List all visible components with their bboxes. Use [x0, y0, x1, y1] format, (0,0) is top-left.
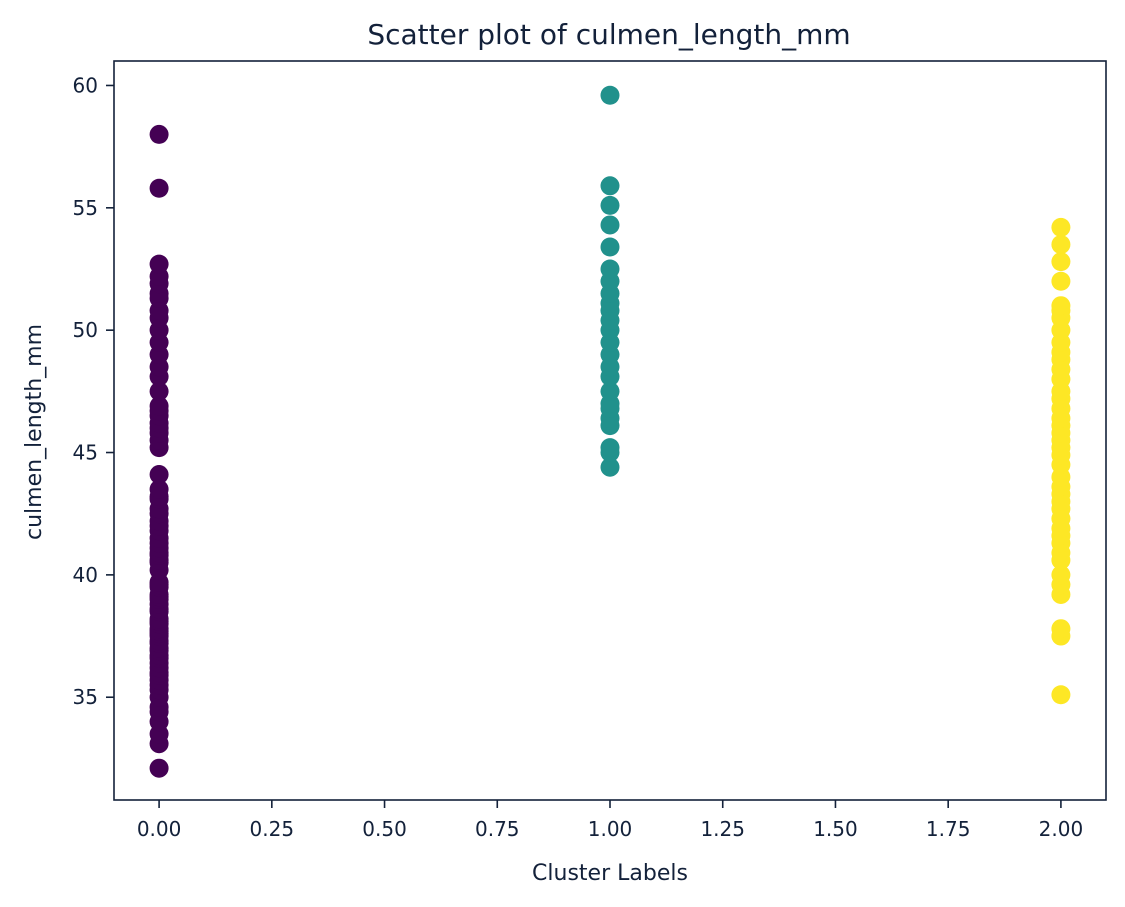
cluster-2-point — [1051, 252, 1071, 272]
cluster-2-point — [1051, 217, 1071, 237]
cluster-1-point — [600, 215, 620, 235]
x-axis: 0.00 0.25 0.50 0.75 1.00 1.25 1.50 1.75 2.00 — [137, 800, 1083, 841]
cluster-2-point — [1051, 619, 1071, 639]
cluster-0-point — [149, 254, 169, 274]
cluster-0-point — [149, 465, 169, 485]
x-tick-label: 1.75 — [926, 817, 971, 841]
x-tick-label: 2.00 — [1039, 817, 1084, 841]
x-tick-label: 0.00 — [137, 817, 182, 841]
x-tick-label: 0.75 — [475, 817, 520, 841]
x-tick-label: 0.25 — [250, 817, 295, 841]
cluster-0-point — [149, 381, 169, 401]
cluster-1-point — [600, 237, 620, 257]
cluster-0-point — [149, 479, 169, 499]
y-tick-label: 60 — [73, 73, 98, 97]
y-tick-label: 40 — [73, 563, 98, 587]
cluster-1-point — [600, 457, 620, 477]
cluster-2-point — [1051, 685, 1071, 705]
chart-title: Scatter plot of culmen_length_mm — [367, 18, 850, 51]
x-tick-label: 1.00 — [588, 817, 633, 841]
cluster-0-point — [149, 758, 169, 778]
x-tick-label: 1.25 — [700, 817, 745, 841]
cluster-2-point — [1051, 271, 1071, 291]
x-axis-label: Cluster Labels — [532, 861, 688, 886]
cluster-1-point — [600, 85, 620, 105]
y-tick-label: 35 — [73, 685, 98, 709]
data-points — [149, 85, 1071, 778]
cluster-0-point — [149, 178, 169, 198]
cluster-1-point — [600, 195, 620, 215]
cluster-1-point — [600, 259, 620, 279]
cluster-1-point — [600, 176, 620, 196]
cluster-2-point — [1051, 565, 1071, 585]
cluster-2-point — [1051, 296, 1071, 316]
x-tick-label: 0.50 — [362, 817, 407, 841]
y-axis-label: culmen_length_mm — [22, 324, 47, 540]
y-tick-label: 50 — [73, 318, 98, 342]
y-tick-label: 55 — [73, 196, 98, 220]
y-axis: 35 40 45 50 55 60 — [73, 73, 114, 709]
x-tick-label: 1.50 — [813, 817, 858, 841]
cluster-1-point — [600, 381, 620, 401]
cluster-0-point — [149, 124, 169, 144]
cluster-1-point — [600, 438, 620, 458]
y-tick-label: 45 — [73, 441, 98, 465]
cluster-0-point — [149, 396, 169, 416]
cluster-2-point — [1051, 235, 1071, 255]
